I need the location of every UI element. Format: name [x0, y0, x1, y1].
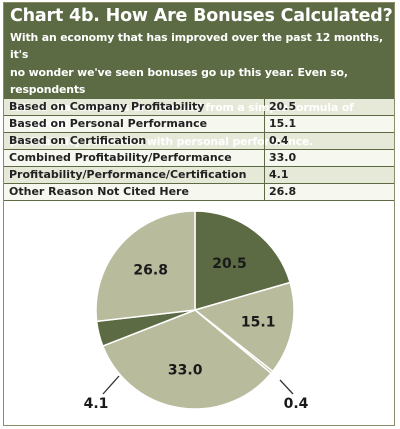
table-row: Combined Profitability/Performance 33.0: [4, 149, 394, 167]
row-label: Based on Personal Performance: [4, 115, 265, 133]
pie-slice-0: [194, 210, 292, 311]
pie-slice-1: [193, 281, 295, 373]
data-label-4: 4.1: [84, 396, 109, 412]
row-label: Based on Certification: [4, 132, 265, 150]
pie-slice-3: [101, 309, 273, 410]
data-label-5: 26.8: [133, 263, 168, 279]
chart-header: Chart 4b. How Are Bonuses Calculated? Wi…: [4, 3, 394, 148]
row-value: 33.0: [264, 149, 394, 167]
row-value: 4.1: [264, 166, 394, 184]
chart-title: Chart 4b. How Are Bonuses Calculated?: [10, 6, 393, 26]
row-label: Combined Profitability/Performance: [4, 149, 265, 167]
pie-chart: 20.5 15.1 0.4 33.0 4.1 26.8: [84, 210, 309, 412]
row-label: Based on Company Profitability: [4, 99, 265, 116]
row-value: 26.8: [264, 183, 394, 201]
description-line: no wonder we've seen bonuses go up this …: [10, 65, 348, 97]
description-line: With an economy that has improved over t…: [10, 31, 383, 62]
chart-panel: Chart 4b. How Are Bonuses Calculated? Wi…: [3, 2, 395, 426]
row-value: 0.4: [264, 132, 394, 150]
data-label-3: 33.0: [168, 363, 203, 379]
leader-line-4: [102, 375, 120, 395]
data-label-1: 15.1: [241, 314, 276, 330]
pie-slice-5: [95, 210, 196, 323]
leader-line-2: [279, 379, 294, 395]
row-value: 20.5: [264, 99, 394, 116]
table-row: Other Reason Not Cited Here 26.8: [4, 183, 394, 201]
data-table: Based on Company Profitability 20.5 Base…: [4, 99, 394, 201]
table-row: Profitability/Performance/Certification …: [4, 166, 394, 184]
row-label: Other Reason Not Cited Here: [4, 183, 265, 201]
table-row: Based on Company Profitability 20.5: [4, 99, 394, 116]
pie-chart-area: 20.5 15.1 0.4 33.0 4.1 26.8: [4, 208, 394, 425]
data-label-2: 0.4: [284, 396, 309, 412]
table-row: Based on Certification 0.4: [4, 132, 394, 150]
table-row: Based on Personal Performance 15.1: [4, 115, 394, 133]
row-label: Profitability/Performance/Certification: [4, 166, 265, 184]
data-label-0: 20.5: [212, 256, 247, 272]
row-value: 15.1: [264, 115, 394, 133]
